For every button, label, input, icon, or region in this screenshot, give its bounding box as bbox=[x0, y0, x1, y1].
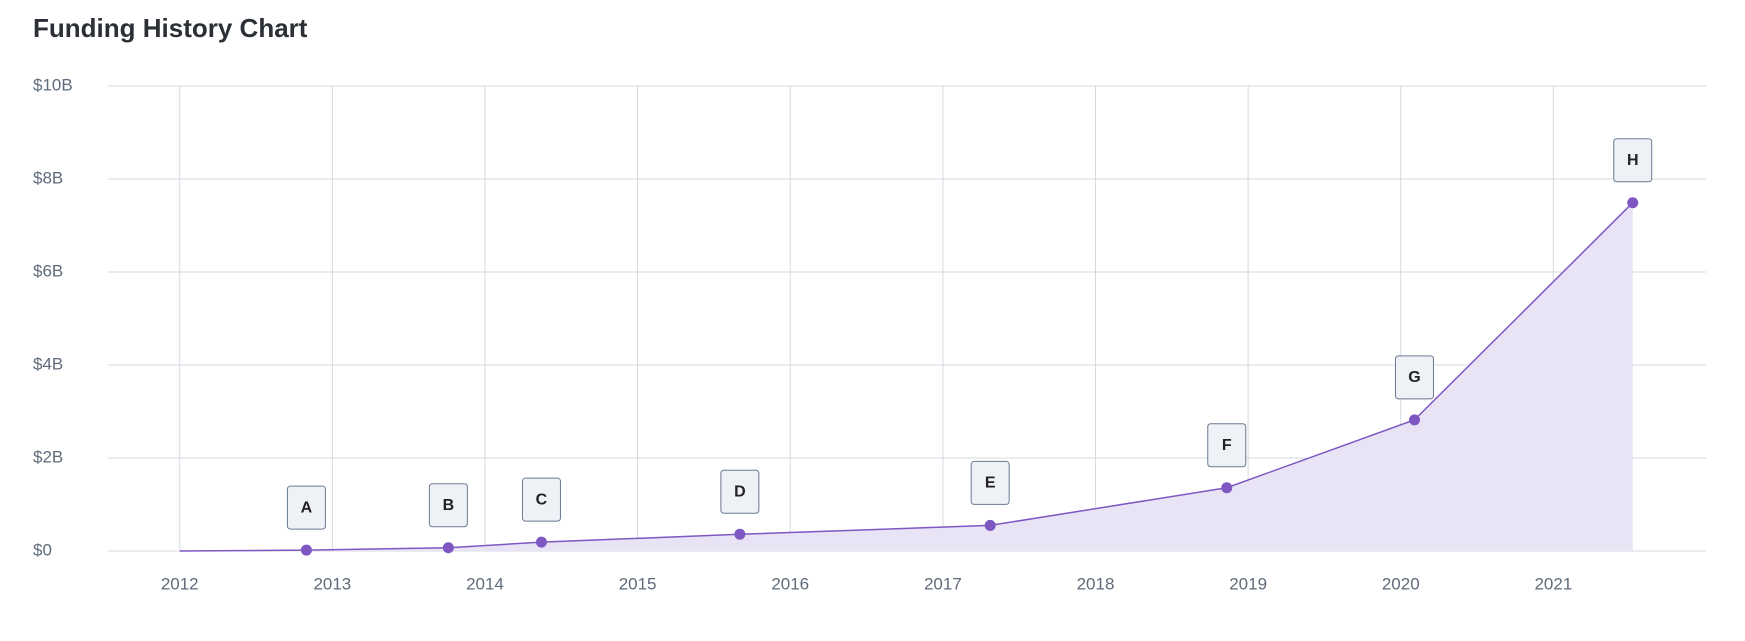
data-point bbox=[442, 542, 454, 554]
data-point bbox=[535, 536, 547, 548]
point-label: B bbox=[443, 497, 455, 514]
x-tick-label: 2021 bbox=[1534, 574, 1572, 593]
y-tick-label: $8B bbox=[33, 168, 63, 187]
data-point bbox=[1408, 414, 1420, 426]
area bbox=[179, 202, 1633, 551]
label-box bbox=[1613, 138, 1653, 183]
data-point bbox=[984, 519, 996, 531]
y-tick-label: $4B bbox=[33, 354, 63, 373]
y-tick-label: $2B bbox=[33, 447, 63, 466]
chart-title: Funding History Chart bbox=[33, 13, 308, 43]
point-label: D bbox=[734, 483, 746, 500]
label-box bbox=[521, 477, 561, 522]
x-tick-label: 2020 bbox=[1382, 574, 1420, 593]
data-point bbox=[1627, 197, 1639, 209]
label-box bbox=[970, 460, 1010, 505]
x-tick-label: 2018 bbox=[1077, 574, 1115, 593]
y-tick-label: $0 bbox=[33, 540, 52, 559]
point-label: C bbox=[536, 491, 548, 508]
data-point bbox=[1221, 482, 1233, 494]
x-tick-label: 2016 bbox=[771, 574, 809, 593]
x-tick-label: 2017 bbox=[924, 574, 962, 593]
x-tick-label: 2013 bbox=[313, 574, 351, 593]
y-tick-label: $10B bbox=[33, 75, 73, 94]
point-label: H bbox=[1627, 152, 1639, 169]
point-label: F bbox=[1222, 437, 1232, 454]
label-box bbox=[428, 483, 468, 528]
point-label: E bbox=[985, 475, 996, 492]
x-tick-label: 2019 bbox=[1229, 574, 1267, 593]
y-tick-label: $6B bbox=[33, 261, 63, 280]
data-point bbox=[300, 544, 312, 556]
label-box bbox=[1207, 423, 1247, 468]
label-box bbox=[1394, 355, 1434, 400]
label-box bbox=[720, 469, 760, 514]
x-tick-label: 2014 bbox=[466, 574, 504, 593]
x-tick-label: 2015 bbox=[619, 574, 657, 593]
point-label: A bbox=[301, 499, 313, 516]
data-point bbox=[734, 528, 746, 540]
x-tick-label: 2012 bbox=[161, 574, 199, 593]
point-label: G bbox=[1408, 369, 1420, 386]
label-box bbox=[286, 485, 326, 530]
